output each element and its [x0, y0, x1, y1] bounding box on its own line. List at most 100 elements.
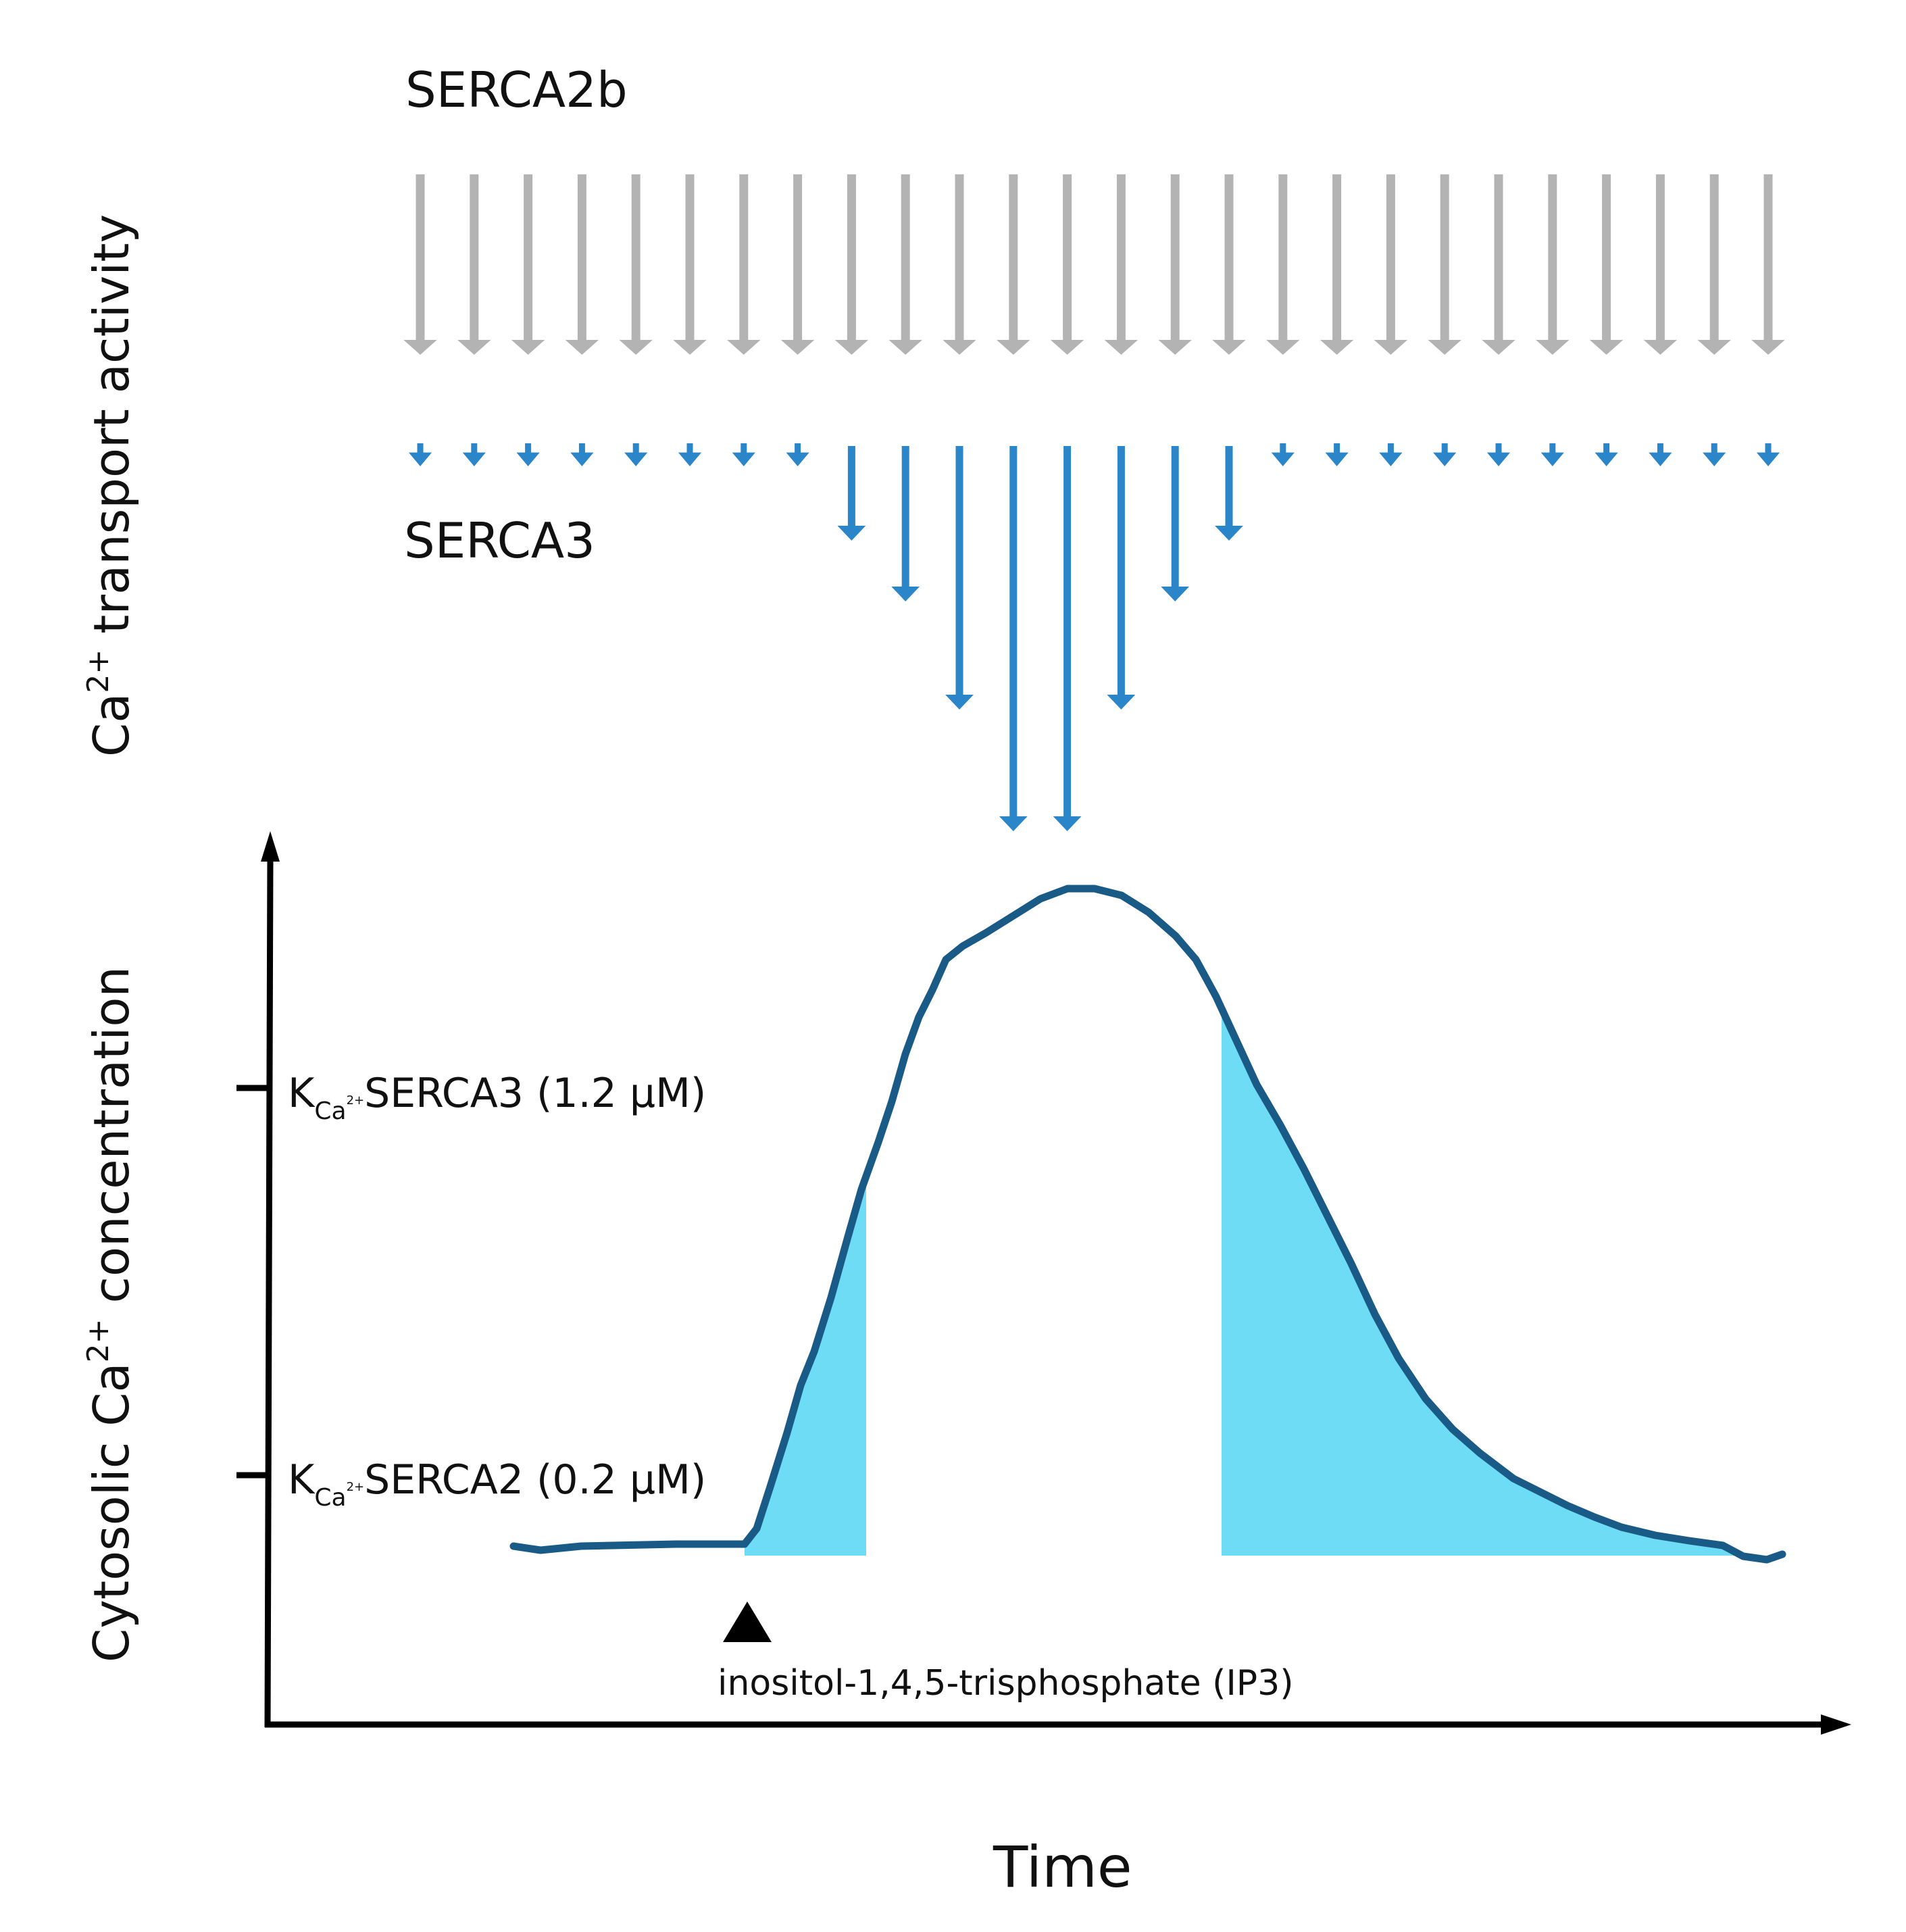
serca2b-arrow	[1428, 174, 1461, 355]
serca2b-arrow	[1643, 174, 1678, 355]
arrow-down-icon	[786, 452, 809, 466]
serca3-arrow	[1215, 446, 1243, 541]
serca3-arrow	[1433, 443, 1457, 466]
serca2b-arrow	[1536, 174, 1570, 355]
arrow-down-icon	[943, 340, 976, 355]
arrow-down-icon	[1379, 452, 1403, 466]
calcium-concentration-curve	[509, 885, 1786, 1564]
serca3-arrow	[837, 446, 866, 541]
arrow-down-icon	[1428, 340, 1461, 355]
arrow-down-icon	[570, 452, 594, 466]
arrow-down-icon	[837, 526, 866, 541]
serca3-arrow	[678, 443, 702, 466]
serca3-arrow	[624, 443, 648, 466]
arrow-down-icon	[516, 452, 540, 466]
arrow-down-icon	[1325, 452, 1349, 466]
serca3-arrow	[1161, 446, 1190, 601]
serca3-arrow	[999, 446, 1028, 831]
serca2b-arrow	[1266, 174, 1300, 355]
arrow-down-icon	[1107, 695, 1136, 710]
y-axis-line	[264, 856, 274, 1728]
serca3-arrow	[1325, 443, 1349, 466]
arrow-down-icon	[1433, 452, 1457, 466]
arrow-down-icon	[727, 340, 761, 355]
serca2b-arrow	[1104, 174, 1138, 355]
arrow-down-icon	[1703, 452, 1726, 466]
serca2b-arrow	[834, 174, 869, 355]
arrow-down-icon	[1482, 340, 1515, 355]
serca3-arrow	[1486, 443, 1511, 466]
arrow-down-icon	[1320, 340, 1354, 355]
arrow-down-icon	[1595, 452, 1618, 466]
serca2b-arrow	[511, 174, 545, 355]
serca3-arrow-row	[408, 443, 1780, 831]
serca3-arrow	[1595, 443, 1618, 466]
arrow-down-icon	[732, 452, 755, 466]
arrow-down-icon	[1540, 452, 1564, 466]
axes	[236, 831, 1851, 1735]
arrow-down-icon	[1536, 340, 1570, 355]
arrow-down-icon	[511, 340, 545, 355]
serca3-arrow	[1540, 443, 1564, 466]
arrow-down-icon	[1649, 452, 1672, 466]
serca2b-arrow	[1050, 174, 1084, 355]
arrow-down-icon	[673, 340, 707, 355]
serca2b-arrow	[1212, 174, 1246, 355]
serca2b-arrow	[727, 174, 761, 355]
arrow-down-icon	[1271, 452, 1295, 466]
serca2b-arrow	[1482, 174, 1515, 355]
x-axis-label-time: Time	[993, 1834, 1132, 1900]
y-axis-label-concentration: Cytosolic Ca2+ concentration	[81, 966, 140, 1662]
arrow-down-icon	[1215, 526, 1243, 541]
serca3-arrow	[786, 443, 809, 466]
serca3-arrow	[1053, 446, 1082, 831]
triangle-up-icon	[723, 1602, 772, 1642]
arrow-down-icon	[997, 340, 1030, 355]
serca2b-arrow	[673, 174, 707, 355]
arrow-down-icon	[888, 340, 922, 355]
tick-label-serca3: KCa2+SERCA3 (1.2 µM)	[288, 1070, 706, 1125]
arrow-down-icon	[1161, 587, 1190, 601]
serca2b-arrow	[619, 174, 653, 355]
serca2b-arrow	[565, 174, 599, 355]
arrow-down-icon	[780, 340, 815, 355]
serca2b-arrow	[888, 174, 922, 355]
arrow-down-icon	[1751, 340, 1785, 355]
serca2b-label: SERCA2b	[405, 61, 628, 118]
arrow-down-icon	[999, 816, 1028, 831]
y-axis-arrowhead	[261, 831, 280, 862]
serca3-arrow	[1756, 443, 1780, 466]
arrow-down-icon	[1053, 816, 1082, 831]
serca2b-arrow	[1158, 174, 1192, 355]
serca2b-arrow	[1697, 174, 1731, 355]
tick-label-serca2: KCa2+SERCA2 (0.2 µM)	[288, 1456, 706, 1512]
arrow-down-icon	[403, 340, 437, 355]
serca3-arrow	[1271, 443, 1295, 466]
arrow-down-icon	[678, 452, 702, 466]
arrow-down-icon	[1104, 340, 1138, 355]
serca3-arrow	[1649, 443, 1672, 466]
serca2b-arrow	[780, 174, 815, 355]
serca2b-arrow	[403, 174, 437, 355]
arrow-down-icon	[1158, 340, 1192, 355]
serca3-arrow	[570, 443, 594, 466]
arrow-down-icon	[1212, 340, 1246, 355]
serca3-arrow	[945, 446, 974, 710]
serca3-arrow	[1703, 443, 1726, 466]
arrow-down-icon	[624, 452, 648, 466]
arrow-down-icon	[457, 340, 491, 355]
arrow-down-icon	[1697, 340, 1731, 355]
stimulus-label: inositol-1,4,5-trisphosphate (IP3)	[718, 1663, 1294, 1704]
arrow-down-icon	[1486, 452, 1511, 466]
serca3-arrow	[462, 443, 486, 466]
arrow-down-icon	[1266, 340, 1300, 355]
arrow-down-icon	[891, 587, 920, 601]
serca3-arrow	[891, 446, 920, 601]
serca3-arrow	[1107, 446, 1136, 710]
y-axis-label-transport: Ca2+ transport activity	[81, 214, 140, 757]
serca2b-arrow	[457, 174, 491, 355]
arrow-down-icon	[619, 340, 653, 355]
arrow-down-icon	[462, 452, 486, 466]
serca3-label: SERCA3	[404, 512, 595, 569]
serca3-arrow	[1379, 443, 1403, 466]
